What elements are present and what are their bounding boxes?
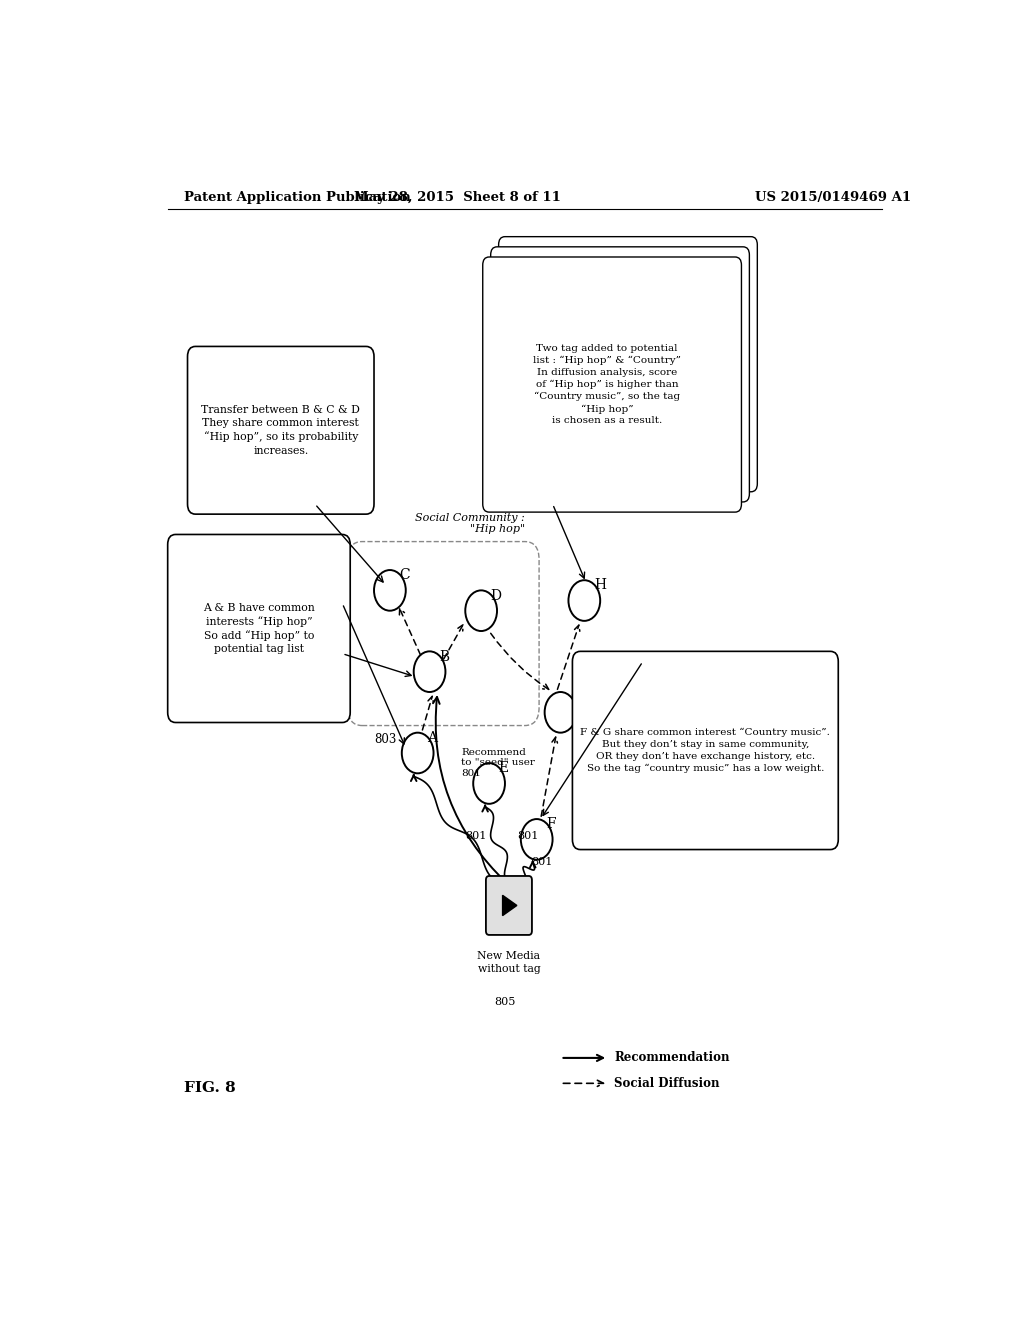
FancyBboxPatch shape <box>572 651 839 850</box>
Text: Recommend
to "seed" user
801: Recommend to "seed" user 801 <box>461 748 536 777</box>
Text: Two tag added to potential
list : “Hip hop” & “Country”
In diffusion analysis, s: Two tag added to potential list : “Hip h… <box>534 343 681 425</box>
Text: US 2015/0149469 A1: US 2015/0149469 A1 <box>755 190 911 203</box>
Text: Social Diffusion: Social Diffusion <box>614 1077 720 1090</box>
FancyBboxPatch shape <box>499 236 758 492</box>
Text: D: D <box>490 589 502 602</box>
Polygon shape <box>503 895 517 916</box>
Text: B: B <box>439 649 450 664</box>
Text: New Media
without tag: New Media without tag <box>477 952 541 974</box>
Text: E: E <box>499 762 509 775</box>
Text: 801: 801 <box>465 832 486 841</box>
Text: Patent Application Publication: Patent Application Publication <box>183 190 411 203</box>
Text: F: F <box>546 817 556 832</box>
Text: G: G <box>570 690 582 704</box>
FancyBboxPatch shape <box>482 257 741 512</box>
FancyBboxPatch shape <box>486 876 531 935</box>
Text: C: C <box>399 568 410 582</box>
FancyBboxPatch shape <box>490 247 750 502</box>
Text: 801: 801 <box>531 857 553 867</box>
FancyBboxPatch shape <box>187 346 374 515</box>
Text: Transfer between B & C & D
They share common interest
“Hip hop”, so its probabil: Transfer between B & C & D They share co… <box>202 405 360 455</box>
Text: Social Community :
"Hip hop": Social Community : "Hip hop" <box>415 513 524 535</box>
Text: A: A <box>427 731 437 744</box>
Text: A & B have common
interests “Hip hop”
So add “Hip hop” to
potential tag list: A & B have common interests “Hip hop” So… <box>203 603 314 655</box>
Text: Recommendation: Recommendation <box>614 1052 730 1064</box>
Text: 801: 801 <box>517 832 539 841</box>
Text: F & G share common interest “Country music”.
But they don’t stay in same communi: F & G share common interest “Country mus… <box>581 727 830 774</box>
Text: 803: 803 <box>374 733 396 746</box>
Text: H: H <box>594 578 606 593</box>
Text: 805: 805 <box>495 997 516 1007</box>
Text: May 28, 2015  Sheet 8 of 11: May 28, 2015 Sheet 8 of 11 <box>354 190 561 203</box>
Text: FIG. 8: FIG. 8 <box>183 1081 236 1096</box>
FancyBboxPatch shape <box>168 535 350 722</box>
